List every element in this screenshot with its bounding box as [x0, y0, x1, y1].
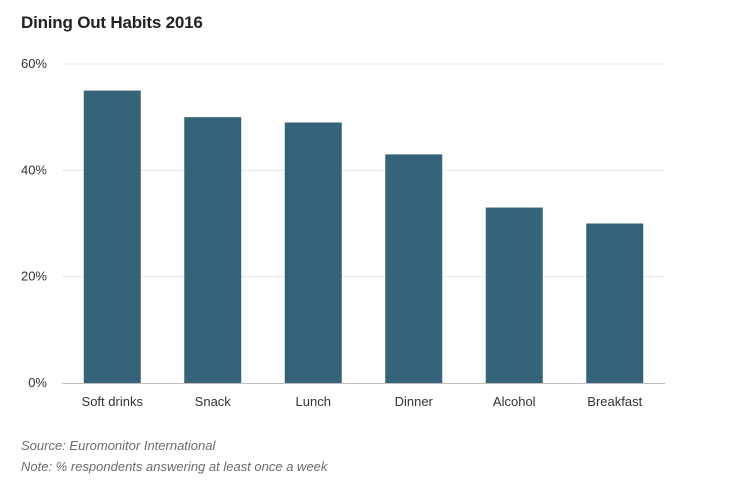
x-tick-label: Lunch: [296, 394, 331, 409]
x-tick-label: Snack: [195, 394, 232, 409]
y-tick-label: 60%: [21, 56, 47, 71]
y-tick-label: 20%: [21, 269, 47, 284]
bar-alcohol: [485, 207, 543, 383]
bar-breakfast: [586, 223, 644, 383]
bar-snack: [184, 117, 242, 384]
x-tick-label: Breakfast: [587, 394, 642, 409]
gridlines: [62, 63, 665, 278]
bar-soft-drinks: [83, 90, 141, 383]
y-axis-ticks: 0% 20% 40% 60%: [21, 56, 47, 390]
bar-chart: 0% 20% 40% 60% Soft drinks Snack Lunch Dinner A…: [21, 56, 665, 409]
bar-lunch: [284, 122, 342, 383]
bars: [83, 90, 644, 384]
chart-title: Dining Out Habits 2016: [21, 13, 203, 32]
x-axis-ticks: Soft drinks Snack Lunch Dinner Alcohol Breakf…: [82, 394, 643, 409]
x-tick-label: Soft drinks: [82, 394, 144, 409]
bar-dinner: [385, 154, 443, 383]
x-tick-label: Dinner: [395, 394, 434, 409]
x-tick-label: Alcohol: [493, 394, 536, 409]
source-note: Source: Euromonitor International: [21, 438, 216, 453]
y-tick-label: 40%: [21, 162, 47, 177]
footnote: Note: % respondents answering at least o…: [21, 459, 328, 474]
y-tick-label: 0%: [28, 375, 47, 390]
